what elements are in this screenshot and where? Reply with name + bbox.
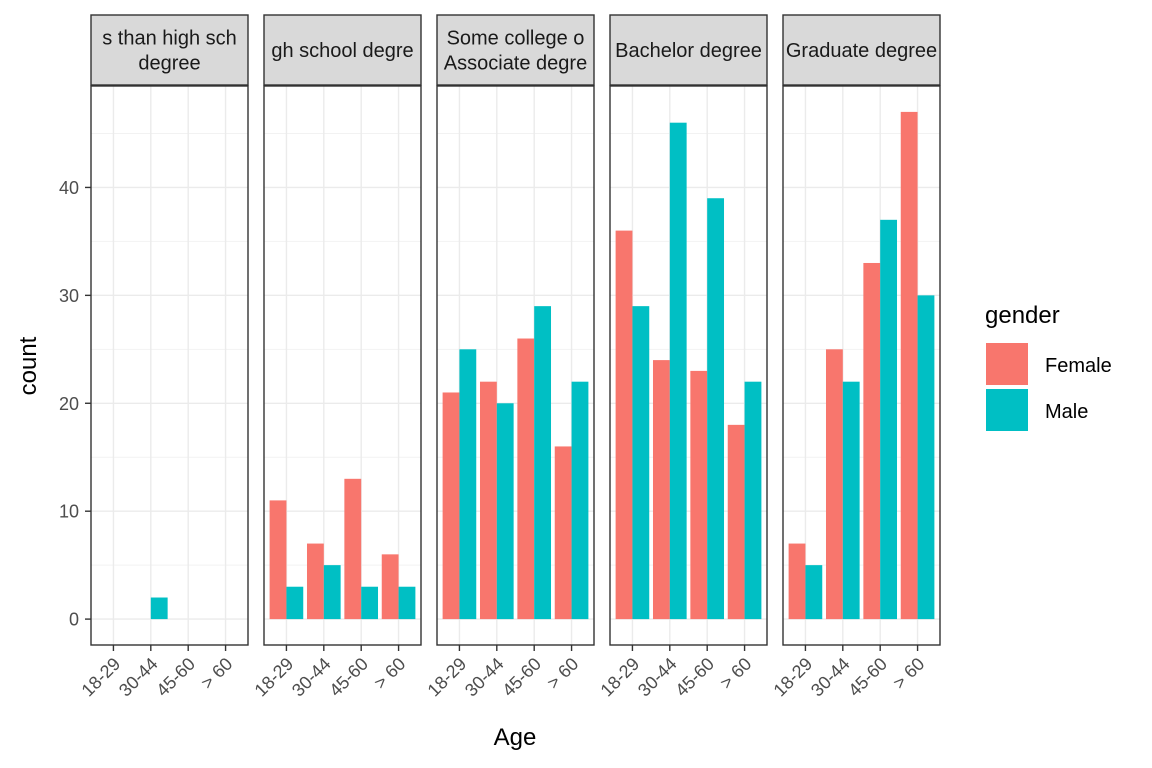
legend-label-male: Male (1045, 401, 1088, 423)
facet-strip (782, 14, 941, 86)
bar-male (669, 122, 687, 620)
x-tick-label: 18-29 (424, 654, 471, 701)
bar-male (571, 381, 589, 620)
y-tick-label: 30 (59, 286, 79, 306)
bar-male (286, 586, 304, 620)
facet-panel-3: Some college o Associate degre 18-2930-444… (424, 14, 595, 701)
panel-background (91, 86, 248, 645)
legend-key-male (986, 389, 1028, 431)
bar-female (690, 370, 708, 620)
legend-label-female: Female (1045, 355, 1112, 377)
bar-male (880, 219, 898, 620)
x-tick-label: 30-44 (461, 654, 508, 701)
x-tick-label: > 60 (716, 654, 755, 693)
bar-male (744, 381, 762, 620)
facet-strip (609, 14, 768, 86)
y-tick-label: 20 (59, 394, 79, 414)
y-tick-label: 40 (59, 178, 79, 198)
x-tick-label: 18-29 (597, 654, 644, 701)
panel-background (264, 86, 421, 645)
bar-male (917, 295, 935, 620)
x-tick-label: 18-29 (251, 654, 298, 701)
bar-female (479, 381, 497, 620)
y-tick-label: 0 (69, 610, 79, 630)
bar-male (534, 306, 552, 620)
x-tick-label: > 60 (370, 654, 409, 693)
bar-female (517, 338, 535, 620)
facet-strip (436, 14, 595, 86)
bar-female (825, 349, 843, 620)
bar-female (381, 554, 399, 620)
legend-title: gender (985, 302, 1060, 329)
bar-male (805, 565, 823, 620)
x-tick-label: 45-60 (498, 654, 545, 701)
facet-title-line: degree (138, 53, 200, 75)
x-tick-label: 18-29 (770, 654, 817, 701)
x-tick-label: 18-29 (78, 654, 125, 701)
panel-border (90, 85, 249, 646)
bar-female (727, 424, 745, 620)
bar-female (615, 230, 633, 620)
bar-female (269, 500, 287, 620)
bar-female (863, 262, 881, 620)
x-tick-label: 45-60 (152, 654, 199, 701)
panel-border (263, 85, 422, 646)
panel-border (436, 85, 595, 646)
bar-female (900, 111, 918, 620)
y-tick-label: 10 (59, 502, 79, 522)
x-tick-label: 45-60 (844, 654, 891, 701)
x-tick-label: 30-44 (634, 654, 681, 701)
x-tick-label: 45-60 (325, 654, 372, 701)
bar-female (554, 446, 572, 620)
bar-male (398, 586, 416, 620)
facet-title-line: Bachelor degree (615, 40, 762, 62)
facet-title-line: gh school degre (271, 40, 413, 62)
y-axis-title: count (15, 336, 42, 395)
bar-female (788, 543, 806, 620)
x-tick-label: 30-44 (807, 654, 854, 701)
facet-title-line: Graduate degree (786, 40, 937, 62)
facet-strip (90, 14, 249, 86)
facet-strip-label: s than high sch degree (102, 28, 237, 75)
x-axis-title: Age (494, 724, 537, 751)
bar-female (442, 392, 460, 620)
facet-title-line: Associate degre (444, 53, 587, 75)
facet-strip-label: Bachelor degree (615, 40, 762, 62)
facet-strip-label: Graduate degree (786, 40, 937, 62)
legend: gender Female Male (985, 302, 1112, 431)
bar-male (361, 586, 379, 620)
x-tick-label: > 60 (543, 654, 582, 693)
bar-male (632, 306, 650, 620)
x-tick-label: 30-44 (115, 654, 162, 701)
bar-male (842, 381, 860, 620)
bar-male (150, 597, 168, 620)
legend-key-female (986, 343, 1028, 385)
panel-border (609, 85, 768, 646)
facet-strip (263, 14, 422, 86)
x-tick-label: > 60 (197, 654, 236, 693)
panel-border (782, 85, 941, 646)
bar-female (344, 478, 362, 620)
bar-male (707, 198, 725, 620)
x-tick-label: > 60 (889, 654, 928, 693)
facet-title-line: Some college o (447, 28, 585, 50)
facet-strip-label: gh school degre (271, 40, 413, 62)
bar-male (323, 565, 341, 620)
x-tick-label: 30-44 (288, 654, 335, 701)
bar-female (652, 360, 670, 620)
bar-male (496, 403, 514, 620)
facet-title-line: s than high sch (102, 28, 237, 50)
facet-strip-label: Some college o Associate degre (444, 28, 587, 75)
bar-female (306, 543, 324, 620)
bar-male (459, 349, 477, 620)
x-tick-label: 45-60 (671, 654, 718, 701)
